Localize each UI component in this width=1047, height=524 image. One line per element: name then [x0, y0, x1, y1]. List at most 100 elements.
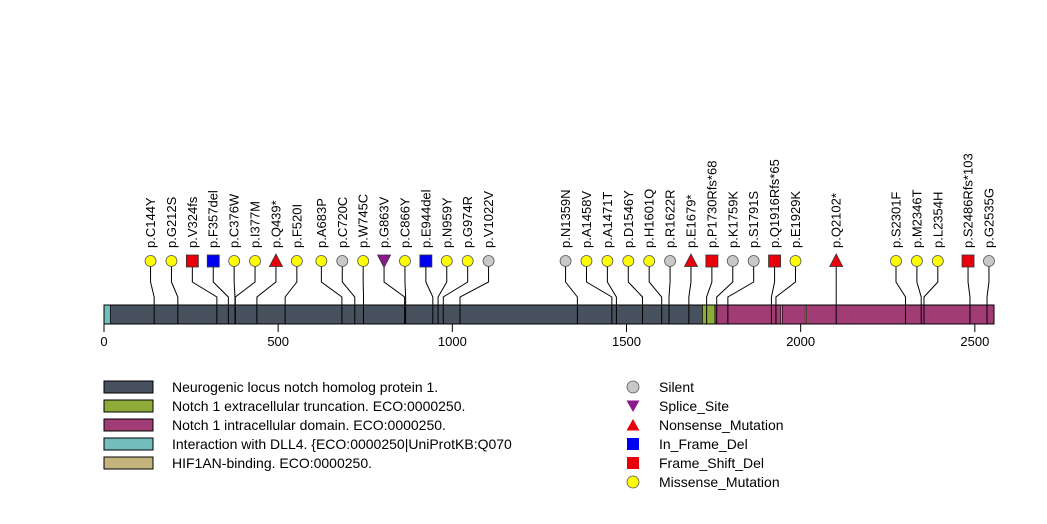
domain-legend-swatch [103, 437, 154, 451]
type-legend-symbol [626, 400, 640, 412]
mutation-marker[interactable] [336, 255, 349, 267]
mutation-marker[interactable] [747, 255, 760, 267]
mutation-marker[interactable] [165, 255, 178, 267]
mutation-marker[interactable] [601, 255, 614, 267]
mutation-marker[interactable] [911, 255, 923, 267]
mutation-marker[interactable] [961, 254, 975, 268]
mutation-stem [895, 261, 907, 305]
domain-segment [714, 304, 995, 325]
type-legend-label: Nonsense_Mutation [659, 417, 784, 433]
mutation-stem [727, 261, 755, 305]
mutation-marker[interactable] [206, 254, 220, 268]
mutation-marker[interactable] [290, 255, 303, 267]
mutation-label: p.Q439* [268, 200, 283, 248]
domain-segment [780, 304, 783, 325]
protein-bar [103, 304, 995, 325]
mutation-label: p.C144Y [143, 197, 158, 248]
mutation-stem [383, 261, 406, 305]
mutation-label: p.V324fs [185, 196, 200, 248]
mutation-marker[interactable] [482, 255, 495, 267]
mutation-stem [170, 261, 179, 305]
mutation-marker[interactable] [726, 255, 739, 267]
mutation-marker[interactable] [789, 255, 802, 267]
mutation-stem [191, 261, 218, 305]
type-legend-label: Frame_Shift_Del [659, 455, 764, 471]
mutation-marker[interactable] [983, 255, 995, 267]
mutation-marker[interactable] [399, 255, 411, 267]
mutation-stem [986, 261, 990, 305]
mutation-label: p.M2346T [909, 189, 924, 248]
mutation-marker[interactable] [419, 254, 433, 268]
type-legend-label: In_Frame_Del [659, 436, 748, 452]
mutation-marker[interactable] [315, 255, 328, 267]
mutation-stem [967, 261, 971, 305]
mutation-marker[interactable] [829, 253, 844, 267]
type-legend-symbol [626, 380, 640, 394]
mutation-marker[interactable] [376, 254, 392, 269]
mutation-stem [212, 261, 229, 305]
mutation-label: p.E944del [418, 189, 433, 248]
mutation-label: p.E1679* [683, 195, 698, 249]
domain-legend-swatch [103, 399, 154, 413]
mutation-marker[interactable] [664, 255, 676, 267]
mutation-stem [688, 261, 692, 305]
mutation-stem [627, 261, 644, 305]
mutation-stem [425, 261, 434, 305]
domain-legend-label: HIF1AN-binding. ECO:0000250. [172, 455, 372, 471]
mutation-marker[interactable] [683, 253, 699, 267]
mutation-stem [284, 261, 298, 305]
mutation-stem [775, 261, 796, 305]
mutation-stem [923, 261, 939, 305]
mutation-label: p.D1546Y [621, 190, 636, 248]
mutation-label: p.R1622R [663, 189, 678, 248]
mutation-marker[interactable] [185, 254, 199, 268]
mutation-label: p.G212S [164, 196, 179, 248]
domain-segment [804, 304, 808, 325]
mutation-label: p.E1929K [788, 191, 803, 248]
mutation-marker[interactable] [559, 255, 572, 267]
mutation-label: p.C376W [227, 193, 242, 248]
mutation-stem [341, 261, 356, 305]
x-tick-label: 2500 [960, 334, 989, 349]
mutation-marker[interactable] [580, 255, 593, 267]
mutation-label: p.I377M [248, 201, 263, 248]
mutation-label: p.V1022V [481, 191, 496, 248]
mutation-bar-lines [153, 305, 988, 324]
mutation-marker[interactable] [461, 255, 474, 267]
mutation-stem [648, 261, 663, 305]
mutation-label: p.Q1916Rfs*65 [767, 159, 782, 248]
mutation-marker[interactable] [249, 255, 261, 267]
mutation-marker[interactable] [228, 255, 241, 267]
mutation-marker[interactable] [705, 254, 719, 268]
type-legend-symbol [627, 438, 639, 450]
domain-segment [109, 304, 703, 325]
mutation-marker[interactable] [144, 255, 157, 267]
mutation-stem [668, 261, 671, 305]
x-tick-label: 2000 [786, 334, 815, 349]
mutation-label: p.G974R [460, 196, 475, 248]
mutation-marker[interactable] [643, 255, 656, 267]
mutation-label: p.C720C [335, 197, 350, 248]
mutation-stem [606, 261, 617, 305]
x-axis: 0 500 1000 1500 2000 2500 [100, 324, 989, 349]
mutation-marker[interactable] [931, 255, 944, 267]
type-legend-symbol [627, 457, 639, 469]
x-tick-label: 0 [100, 334, 107, 349]
mutation-marker[interactable] [357, 255, 370, 267]
mutation-label: p.P1730Rfs*68 [704, 161, 719, 248]
mutation-marker[interactable] [768, 254, 781, 268]
mutation-stem [459, 261, 490, 305]
mutation-label: p.Q2102* [829, 193, 844, 248]
domain-legend-label: Notch 1 intracellular domain. ECO:000025… [172, 417, 446, 433]
mutation-stem [256, 261, 277, 305]
mutation-labels: p.C144Y p.G212S p.V324fs p.F357del p.C376W p.… [143, 153, 996, 248]
mutation-marker[interactable] [890, 255, 902, 267]
mutation-marker[interactable] [622, 255, 635, 267]
domain-legend-label: Neurogenic locus notch homolog protein 1… [172, 379, 438, 395]
mutation-marker[interactable] [440, 255, 453, 267]
mutation-label: p.S1791S [746, 191, 761, 248]
mutation-marker[interactable] [268, 253, 284, 267]
mutation-markers [144, 253, 995, 269]
type-legend-label: Silent [659, 379, 694, 395]
